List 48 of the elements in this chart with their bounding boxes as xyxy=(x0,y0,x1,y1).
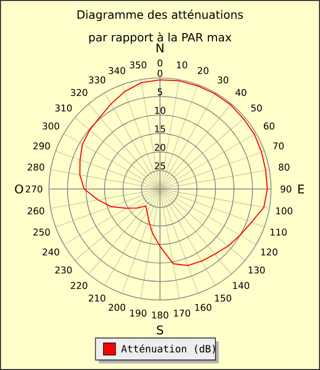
text: E xyxy=(298,184,304,194)
spoke-label: 120 xyxy=(261,248,278,256)
spoke-label: 20 xyxy=(198,67,208,74)
spoke-label: 200 xyxy=(108,304,126,311)
spoke-label: 340 xyxy=(108,67,126,74)
spoke-label: 80 xyxy=(278,164,290,171)
legend-label: Atténuation (dB) xyxy=(121,344,215,354)
spoke-label: 160 xyxy=(195,304,212,311)
spoke-label: 210 xyxy=(88,294,106,302)
spoke-label: 350 xyxy=(130,61,146,68)
spoke-label: 250 xyxy=(33,228,50,236)
spoke-label: 320 xyxy=(70,88,88,96)
y-tick-label: 25 xyxy=(154,162,166,170)
y-tick-label: 10 xyxy=(155,106,166,114)
y-tick-label: 5 xyxy=(158,88,162,96)
text: N xyxy=(156,44,164,52)
spoke-label: 150 xyxy=(215,294,232,302)
spoke-label: 190 xyxy=(130,310,146,317)
spoke-label: 240 xyxy=(42,248,60,256)
spoke-label: 40 xyxy=(236,88,246,96)
spoke-label: 180 xyxy=(152,311,168,318)
y-tick-label: 15 xyxy=(155,126,166,132)
spoke-label: 310 xyxy=(55,104,72,112)
spoke-label: 110 xyxy=(270,228,287,236)
spoke-label: 100 xyxy=(276,207,292,214)
spoke-label: 60 xyxy=(264,122,274,130)
spoke-label: 30 xyxy=(218,76,228,84)
spoke-label: 270 xyxy=(26,185,42,193)
spoke-label: 140 xyxy=(233,282,250,290)
spoke-label: 50 xyxy=(251,104,262,112)
spoke-label: 230 xyxy=(55,266,72,274)
spoke-label: 330 xyxy=(88,76,106,84)
chart-subtitle: par rapport à la PAR max xyxy=(89,32,232,44)
spoke-label: 90 xyxy=(280,185,292,193)
spoke-label: 290 xyxy=(33,142,50,150)
y-tick-label: 0 xyxy=(158,70,162,77)
y-tick-label: 20 xyxy=(154,144,166,151)
spoke-label: 170 xyxy=(174,310,190,317)
spoke-label: 70 xyxy=(273,142,284,150)
spoke-label: 260 xyxy=(28,207,44,214)
spoke-label: 300 xyxy=(42,122,60,130)
chart-title: Diagramme des atténuations xyxy=(78,10,243,22)
spoke-label: 10 xyxy=(176,61,188,68)
spoke-label: 220 xyxy=(70,282,88,290)
spoke-label: 280 xyxy=(28,164,44,171)
text: O xyxy=(14,184,24,194)
spoke-label: 130 xyxy=(248,266,265,274)
text: S xyxy=(156,325,164,334)
